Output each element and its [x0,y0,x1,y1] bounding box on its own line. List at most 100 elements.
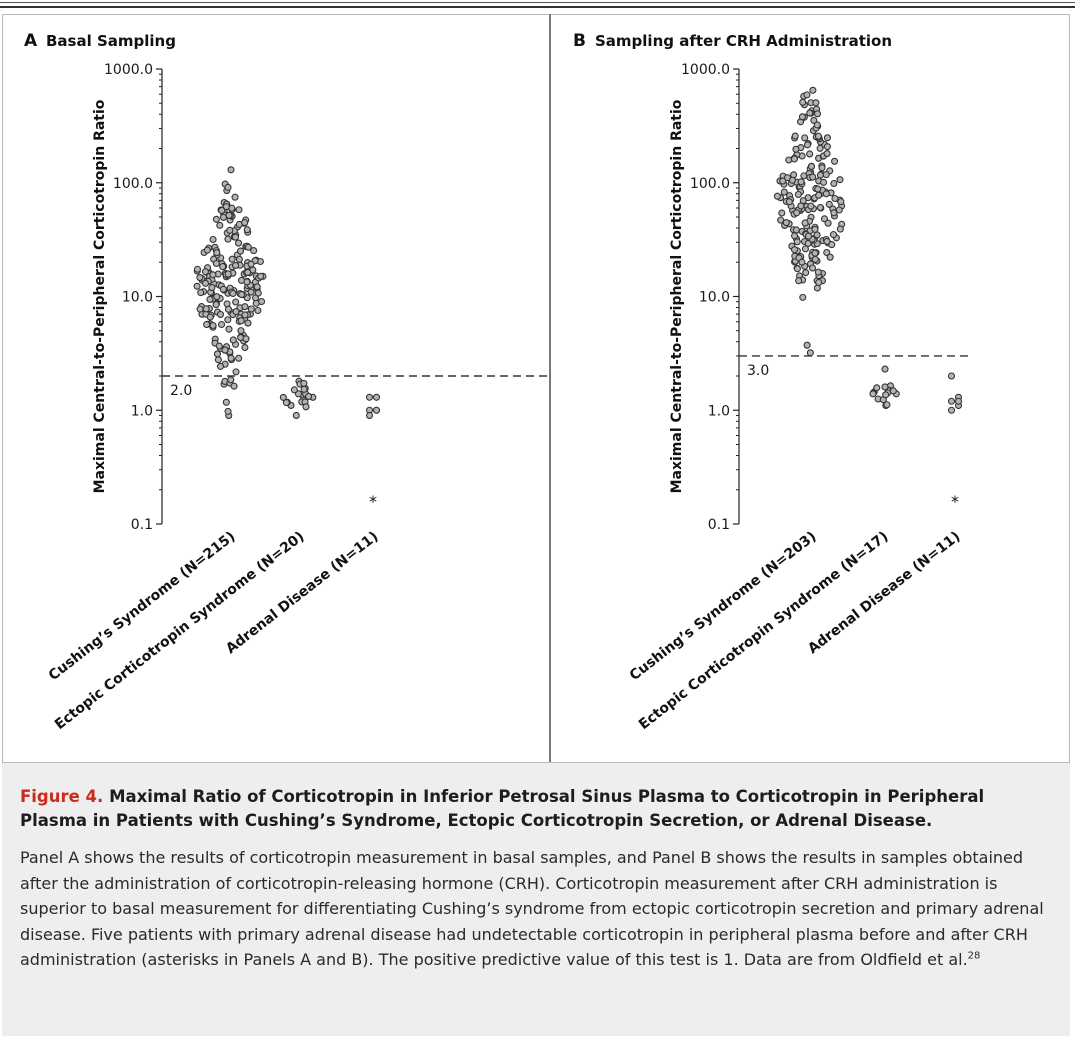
data-point [799,98,807,106]
data-point [882,391,890,399]
data-point [814,185,822,193]
data-point [290,386,298,394]
data-point [235,206,243,214]
data-point [816,144,824,152]
data-point [836,225,844,233]
data-point [806,109,814,117]
data-point [793,209,801,217]
data-point [824,219,832,227]
data-point [222,203,230,211]
data-point [820,215,829,223]
data-point [810,116,818,124]
panel-letter: A [24,31,38,51]
data-point [365,411,374,420]
y-axis-title: Maximal Central-to-Peripheral Corticotro… [92,99,108,493]
data-point [947,406,956,414]
data-point [826,253,834,261]
data-point [216,310,225,318]
data-point [883,401,891,409]
panel-a-chart: A Basal Sampling 0.1 1.0 10.0 100.0 1000.0 Maxi… [24,31,547,733]
caption-title-text: Maximal Ratio of Corticotropin in Inferi… [20,787,985,830]
data-point [217,320,226,329]
top-rule-thick [0,6,1075,8]
data-point [779,177,787,185]
data-point [236,247,245,255]
data-point [241,343,249,352]
data-point [794,190,802,199]
data-point [247,305,255,313]
data-point [253,283,261,291]
data-point [372,406,381,414]
data-point [219,213,228,221]
data-point [237,327,245,335]
data-point [790,246,799,254]
data-point [221,346,229,354]
top-rule [0,2,1075,3]
panel-letter: B [573,31,586,51]
y-tick-label: 100.0 [113,176,153,192]
data-point [228,255,236,263]
data-point [241,311,249,319]
data-point [300,385,308,393]
y-axis-title: Maximal Central-to-Peripheral Corticotro… [669,99,685,493]
data-point [816,171,824,179]
data-point [302,403,310,411]
data-point [806,349,814,357]
y-tick-label: 0.1 [131,517,153,533]
data-point [873,384,881,392]
data-point [823,143,831,151]
data-point [213,249,221,257]
data-point [797,202,805,210]
data-point [823,237,831,245]
data-point [807,162,815,171]
data-point [193,282,201,290]
data-point [227,354,235,362]
data-point [801,245,809,253]
data-point [831,157,839,165]
data-point [823,134,831,142]
data-point [235,255,243,263]
category-label: Ectopic Corticotropin Syndrome (N=20) [52,529,307,733]
data-point [206,295,214,303]
data-point [292,411,300,420]
data-point [229,289,237,298]
data-point [202,305,210,313]
data-point [215,342,223,350]
data-point [201,268,209,276]
undetectable-asterisk: * [951,492,959,511]
data-point [801,134,809,142]
data-point [219,285,227,293]
data-point [238,291,246,299]
data-point [811,225,819,233]
data-point [793,238,801,246]
data-point [237,317,245,325]
reference-number: 28 [967,950,981,962]
data-point [813,110,822,118]
data-point [193,265,202,273]
data-point [372,393,381,401]
data-point [947,397,956,405]
data-point [831,194,839,203]
data-point [813,121,821,129]
category-label: Adrenal Disease (N=11) [223,529,381,658]
y-tick-label: 1.0 [708,403,730,419]
data-point [798,258,806,266]
category-label: Adrenal Disease (N=11) [805,529,963,658]
data-point [201,279,210,287]
y-tick-label: 1000.0 [104,62,153,78]
data-point [814,268,822,276]
data-point [792,226,800,234]
data-point [230,382,238,390]
data-point [229,336,237,344]
panel-divider [549,14,551,762]
panel-title: Sampling after CRH Administration [595,32,892,50]
data-point [305,392,313,400]
panel-b-chart: B Sampling after CRH Administration 0.1 1.0… [573,31,971,733]
data-point [799,293,807,301]
data-point [947,372,956,380]
data-point [815,278,823,287]
data-point [232,261,240,270]
data-point [216,362,225,370]
y-tick-label: 0.1 [708,517,730,533]
data-point [793,265,801,273]
